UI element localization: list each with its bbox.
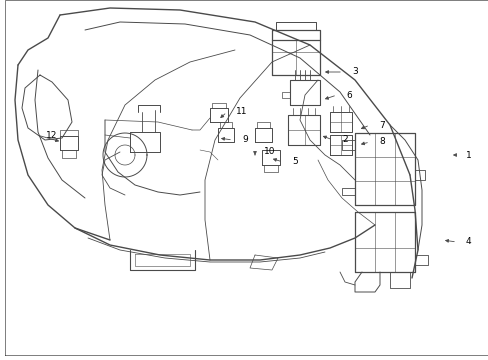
Text: 10: 10 [264,148,275,157]
Text: 1: 1 [465,150,471,159]
Text: 11: 11 [236,108,247,117]
Text: 2: 2 [341,135,347,144]
Text: 3: 3 [351,68,357,77]
Text: 6: 6 [346,90,351,99]
Text: 8: 8 [378,138,384,147]
Text: 5: 5 [291,158,297,166]
Text: 9: 9 [242,135,247,144]
Text: 12: 12 [46,130,57,139]
Text: 4: 4 [465,238,470,247]
Text: 7: 7 [378,121,384,130]
